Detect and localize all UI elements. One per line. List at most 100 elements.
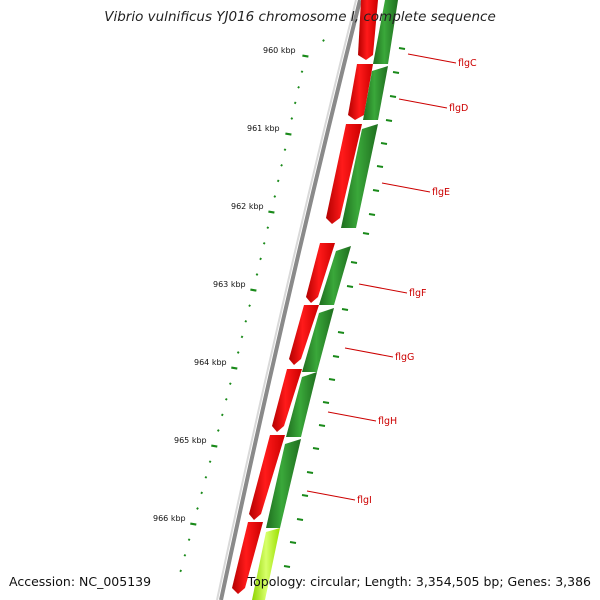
gene-label-flgF[interactable]: flgF [409, 288, 426, 299]
gene-arrow-forward[interactable] [306, 243, 335, 303]
ruler-major-tick [190, 522, 197, 526]
ruler-labels: 960 kbp 961 kbp 962 kbp 963 kbp 964 kbp … [153, 46, 296, 523]
gene-arrow-forward[interactable] [289, 305, 319, 365]
feature-mark [337, 331, 345, 334]
gene-arrow-reverse[interactable] [373, 0, 398, 64]
label-line-flgC [407, 53, 457, 64]
feature-mark [341, 308, 349, 311]
ruler-label-961: 961 kbp [247, 124, 280, 133]
accession-text: Accession: NC_005139 [9, 574, 152, 589]
ruler-minor-tick [266, 226, 270, 230]
gene-arrow-forward[interactable] [232, 522, 263, 594]
gene-arrow-reverse[interactable] [319, 246, 351, 305]
ruler-minor-tick [216, 429, 220, 432]
ruler-minor-tick [293, 101, 297, 105]
chromosome-backbone-shade [216, 0, 357, 600]
gene-arrow-forward[interactable] [272, 369, 302, 432]
gene-label-flgE[interactable]: flgE [432, 187, 450, 198]
ruler-label-965: 965 kbp [174, 436, 207, 445]
ruler-minor-tick [224, 397, 228, 401]
ruler-minor-tick [200, 491, 204, 495]
ruler-label-960: 960 kbp [263, 46, 296, 55]
ruler-minor-tick [322, 39, 325, 42]
ruler-label-962: 962 kbp [231, 202, 264, 211]
gene-arrow-forward[interactable] [249, 435, 285, 520]
gene-arrow-reverse[interactable] [341, 124, 378, 228]
ruler-minor-tick [273, 195, 277, 198]
ruler-minor-tick [240, 335, 244, 339]
feature-mark [398, 47, 406, 50]
chromosome-backbone [219, 0, 362, 600]
feature-mark [301, 494, 309, 497]
feature-mark [283, 565, 291, 568]
gene-arrow-forward[interactable] [358, 0, 378, 60]
feature-mark [318, 424, 326, 427]
feature-mark [389, 95, 397, 98]
ruler-minor-tick [255, 273, 259, 276]
ruler-minor-tick [228, 382, 232, 386]
label-line-flgF [358, 283, 408, 294]
gene-arrow-reverse-highlight[interactable] [252, 528, 280, 600]
ruler-major-tick [268, 210, 275, 214]
feature-mark [350, 261, 358, 264]
gene-label-lines [306, 53, 457, 501]
ruler-minor-tick [283, 148, 287, 152]
feature-mark [392, 71, 400, 74]
feature-mark [328, 378, 336, 381]
ruler-major-tick [285, 132, 292, 136]
ruler-minor-tick [183, 553, 187, 557]
gene-arrow-reverse[interactable] [302, 308, 334, 372]
ruler-major-tick [211, 444, 218, 448]
feature-mark [296, 518, 304, 521]
gene-arrow-reverse[interactable] [286, 372, 317, 437]
feature-mark [380, 142, 388, 145]
feature-mark [289, 541, 297, 544]
ruler-minor-tick [196, 507, 199, 510]
feature-mark [376, 165, 384, 168]
ruler-minor-tick [276, 179, 280, 183]
ruler-major-tick [231, 366, 238, 370]
ruler-ticks [179, 39, 325, 573]
feature-mark [332, 355, 340, 358]
reverse-strand-genes [252, 0, 398, 600]
forward-strand-genes [232, 0, 378, 594]
label-line-flgE [381, 182, 431, 193]
gene-label-flgC[interactable]: flgC [458, 58, 477, 69]
ruler-label-963: 963 kbp [213, 280, 246, 289]
ruler-minor-tick [259, 257, 262, 261]
feature-marks [283, 47, 406, 568]
ruler-minor-tick [236, 351, 240, 354]
label-line-flgI [306, 490, 356, 501]
ruler-minor-tick [248, 304, 251, 308]
ruler-minor-tick [244, 319, 248, 323]
feature-mark [362, 232, 370, 235]
gene-arrow-forward[interactable] [326, 124, 362, 224]
gene-labels: flgC flgD flgE flgF flgG flgH flgI [357, 58, 477, 506]
gene-arrow-forward[interactable] [348, 64, 373, 120]
ruler-minor-tick [208, 460, 212, 464]
label-line-flgG [344, 347, 394, 358]
map-title: Vibrio vulnificus YJ016 chromosome I, co… [104, 9, 496, 25]
ruler-minor-tick [280, 163, 283, 167]
gene-label-flgH[interactable]: flgH [378, 416, 397, 427]
ruler-label-964: 964 kbp [194, 358, 227, 367]
ruler-minor-tick [300, 70, 304, 74]
ruler-minor-tick [179, 569, 183, 573]
ruler-minor-tick [262, 241, 266, 245]
gene-arrow-reverse[interactable] [363, 66, 388, 120]
label-line-flgD [398, 98, 448, 109]
ruler-minor-tick [187, 538, 191, 542]
feature-mark [306, 471, 314, 474]
gene-arrow-reverse[interactable] [266, 439, 301, 528]
feature-mark [385, 119, 393, 122]
feature-mark [368, 213, 376, 216]
ruler-minor-tick [290, 117, 294, 120]
gene-label-flgG[interactable]: flgG [395, 352, 414, 363]
gene-label-flgD[interactable]: flgD [449, 103, 468, 114]
gene-label-flgI[interactable]: flgI [357, 495, 372, 506]
label-line-flgH [327, 411, 377, 422]
ruler-minor-tick [297, 85, 300, 89]
topology-text: Topology: circular; Length: 3,354,505 bp… [247, 574, 591, 589]
feature-mark [372, 189, 380, 192]
ruler-major-tick [250, 288, 257, 292]
